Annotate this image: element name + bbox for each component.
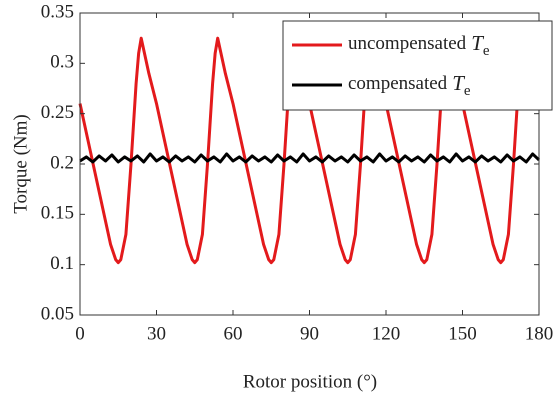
y-tick-label: 0.05 (41, 303, 74, 324)
x-tick-label: 30 (147, 323, 166, 344)
legend-name: compensated (348, 73, 448, 94)
x-tick-label: 90 (300, 323, 319, 344)
y-tick-label: 0.2 (50, 152, 74, 173)
x-tick-label: 150 (448, 323, 477, 344)
y-tick-label: 0.1 (50, 253, 74, 274)
legend-label: uncompensated Te (348, 31, 490, 60)
x-tick-label: 0 (75, 323, 85, 344)
data-line (79, 152, 541, 164)
legend-box (282, 20, 553, 111)
legend-label: compensated Te (348, 71, 471, 100)
x-tick-label: 120 (372, 323, 401, 344)
y-tick-label: 0.35 (41, 1, 74, 22)
legend-subscript: e (464, 83, 471, 99)
legend-subscript: e (483, 43, 490, 59)
legend-symbol: T (452, 71, 465, 95)
y-tick-label: 0.3 (50, 52, 74, 73)
x-tick-label: 60 (224, 323, 243, 344)
x-tick-label: 180 (525, 323, 554, 344)
legend-name: uncompensated (348, 33, 467, 54)
y-tick-label: 0.15 (41, 203, 74, 224)
y-tick-label: 0.25 (41, 102, 74, 123)
x-axis-label: Rotor position (°) (243, 371, 377, 392)
y-axis-label: Torque (Nm) (10, 114, 31, 213)
legend-symbol: T (471, 31, 484, 55)
